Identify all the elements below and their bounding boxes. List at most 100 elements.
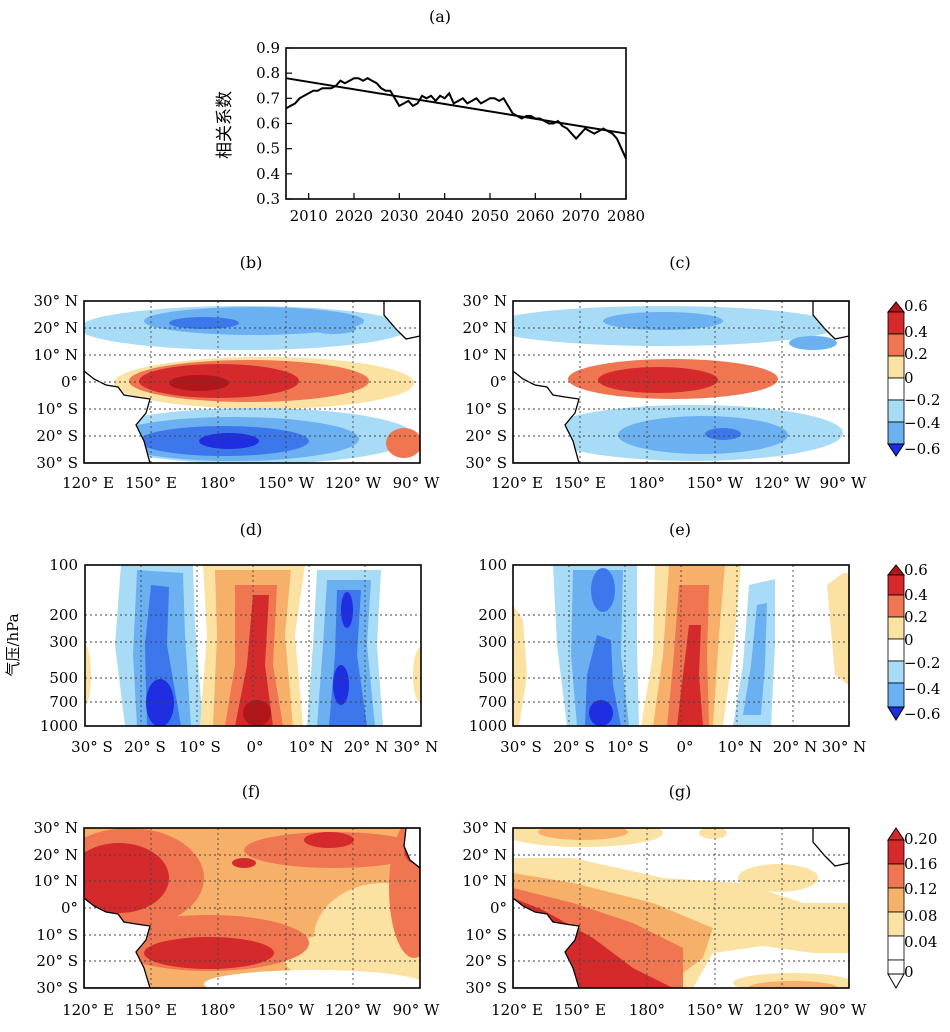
lon-tick: 150° E xyxy=(554,1001,606,1019)
lat-tick: 30° N xyxy=(34,292,78,310)
lat-tick: 10° S xyxy=(607,738,649,756)
lat-tick: 10° N xyxy=(463,346,507,364)
lat-tick: 30° S xyxy=(465,979,507,997)
lon-tick: 120° W xyxy=(325,1001,382,1019)
y-tick-label: 0.7 xyxy=(256,89,280,107)
meridional-ticks-e: 30° S 20° S 10° S 0° 10° N 20° N 30° N xyxy=(500,738,866,756)
colorbar-de: 0.6 0.4 0.2 0 −0.2 −0.4 −0.6 xyxy=(886,561,940,723)
lon-tick: 150° E xyxy=(554,474,606,492)
y-axis-label-d: 气压/hPa xyxy=(4,613,22,676)
colorbar-label: 0.4 xyxy=(904,323,928,341)
contours-c xyxy=(513,306,843,461)
x-tick-label: 2030 xyxy=(380,207,418,225)
x-tick-label: 2040 xyxy=(426,207,464,225)
lon-ticks-f: 120° E 150° E 180° 150° W 120° W 90° W xyxy=(62,1001,440,1019)
lat-tick: 30° N xyxy=(394,738,438,756)
panel-label-e: (e) xyxy=(669,520,691,539)
lon-tick: 180° xyxy=(629,474,665,492)
pressure-tick: 100 xyxy=(49,556,78,574)
lat-tick: 20° S xyxy=(553,738,595,756)
panel-label-f: (f) xyxy=(242,782,260,801)
lat-tick: 30° N xyxy=(822,738,866,756)
section-d xyxy=(85,565,421,726)
lat-ticks-c: 30° N 20° N 10° N 0° 10° S 20° S 30° S xyxy=(463,292,507,472)
lat-tick: 10° S xyxy=(179,738,221,756)
lat-tick: 30° S xyxy=(71,738,113,756)
y-axis-label-a: 相关系数 xyxy=(215,91,235,159)
map-frame-f xyxy=(83,827,421,989)
pressure-tick: 700 xyxy=(478,693,507,711)
panel-b: (b) xyxy=(34,253,440,492)
colorbar-labels-de: 0.6 0.4 0.2 0 −0.2 −0.4 −0.6 xyxy=(904,561,940,723)
coastlines-b xyxy=(84,301,420,463)
coastlines-g xyxy=(513,828,849,988)
lat-tick: 30° S xyxy=(36,454,78,472)
contours-e xyxy=(513,565,849,726)
lat-tick: 0° xyxy=(676,738,693,756)
lon-tick: 150° E xyxy=(125,1001,177,1019)
lat-tick: 30° N xyxy=(34,819,78,837)
contours-d xyxy=(85,565,421,726)
x-tick-label: 2060 xyxy=(516,207,554,225)
x-tick-label: 2080 xyxy=(607,207,645,225)
section-frame-d xyxy=(84,564,422,727)
colorbar-label: 0.08 xyxy=(904,907,937,925)
gridlines-d xyxy=(85,565,421,726)
colorbar-label: 0.6 xyxy=(904,297,928,315)
colorbar-label: −0.6 xyxy=(904,440,940,458)
panel-e: (e) xyxy=(469,520,866,756)
panel-label-d: (d) xyxy=(240,520,263,539)
gridlines-f xyxy=(84,828,420,988)
colorbar-label: 0.16 xyxy=(904,855,937,873)
y-tick-label: 0.4 xyxy=(256,165,280,183)
lat-tick: 20° N xyxy=(463,846,507,864)
colorbar-bc: 0.6 0.4 0.2 0 −0.2 −0.4 −0.6 xyxy=(886,297,940,458)
lat-ticks-b: 30° N 20° N 10° N 0° 10° S 20° S 30° S xyxy=(34,292,78,472)
colorbar-label: 0.6 xyxy=(904,561,928,579)
colorbar-labels-fg: 0.20 0.16 0.12 0.08 0.04 0 xyxy=(904,830,937,981)
lat-tick: 20° S xyxy=(36,427,78,445)
colorbar-label: −0.6 xyxy=(904,705,940,723)
lon-tick: 180° xyxy=(200,474,236,492)
map-frame-b xyxy=(83,300,421,464)
meridional-ticks-d: 30° S 20° S 10° S 0° 10° N 20° N 30° N xyxy=(71,738,438,756)
lat-tick: 30° S xyxy=(500,738,542,756)
lon-tick: 120° E xyxy=(62,474,114,492)
map-b xyxy=(84,301,420,463)
lat-tick: 30° N xyxy=(463,292,507,310)
lat-tick: 30° S xyxy=(465,454,507,472)
pressure-tick: 700 xyxy=(49,693,78,711)
contours-f xyxy=(84,828,420,988)
gridlines-c xyxy=(513,301,849,463)
lon-tick: 90° W xyxy=(393,474,440,492)
gridlines-e xyxy=(513,565,849,726)
lat-tick: 20° N xyxy=(463,319,507,337)
panel-c: (c) xyxy=(463,253,867,492)
lon-tick: 150° W xyxy=(687,474,744,492)
colorbar-label: −0.2 xyxy=(904,654,940,672)
colorbar-label: 0.12 xyxy=(904,880,937,898)
gridlines-g xyxy=(513,828,849,988)
plot-frame-a xyxy=(285,47,627,200)
panel-g: (g) xyxy=(463,782,867,1019)
map-c xyxy=(513,301,849,463)
lon-tick: 90° W xyxy=(820,1001,867,1019)
colorbar-label: 0.04 xyxy=(904,933,937,951)
lat-tick: 10° N xyxy=(463,872,507,890)
lon-tick: 90° W xyxy=(393,1001,440,1019)
pressure-tick: 300 xyxy=(478,633,507,651)
lat-ticks-g: 30° N 20° N 10° N 0° 10° S 20° S 30° S xyxy=(463,819,507,997)
pressure-ticks-d: 100 200 300 500 700 1000 xyxy=(40,556,78,735)
y-tick-label: 0.5 xyxy=(256,140,280,158)
lon-tick: 180° xyxy=(629,1001,665,1019)
lon-tick: 150° W xyxy=(258,474,315,492)
lon-tick: 120° W xyxy=(754,1001,811,1019)
lat-tick: 30° S xyxy=(36,979,78,997)
lat-tick: 20° S xyxy=(465,427,507,445)
panel-label-b: (b) xyxy=(240,253,263,272)
map-g xyxy=(513,828,849,988)
lat-tick: 20° N xyxy=(34,319,78,337)
pressure-tick: 500 xyxy=(49,669,78,687)
lon-ticks-c: 120° E 150° E 180° 150° W 120° W 90° W xyxy=(491,474,867,492)
